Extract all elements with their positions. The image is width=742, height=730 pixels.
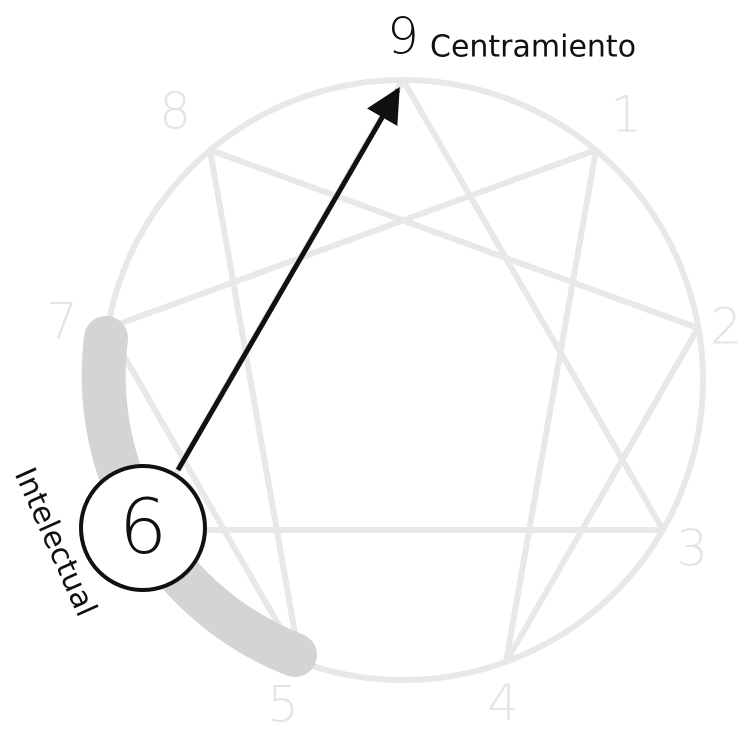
node-label: 3 [676, 520, 708, 578]
node-label: 5 [267, 676, 299, 730]
node-label: 4 [487, 674, 519, 730]
highlight-circle [79, 464, 207, 592]
triangle [140, 77, 666, 533]
node-label: 1 [610, 86, 642, 144]
node-label: 2 [710, 298, 742, 356]
node-label: 9 [387, 8, 419, 66]
node-label: 7 [46, 293, 78, 351]
node-label: 8 [159, 83, 191, 141]
arrow [175, 86, 401, 472]
target-label: Centramiento [430, 30, 636, 65]
highlight-label: 6 [119, 482, 167, 571]
